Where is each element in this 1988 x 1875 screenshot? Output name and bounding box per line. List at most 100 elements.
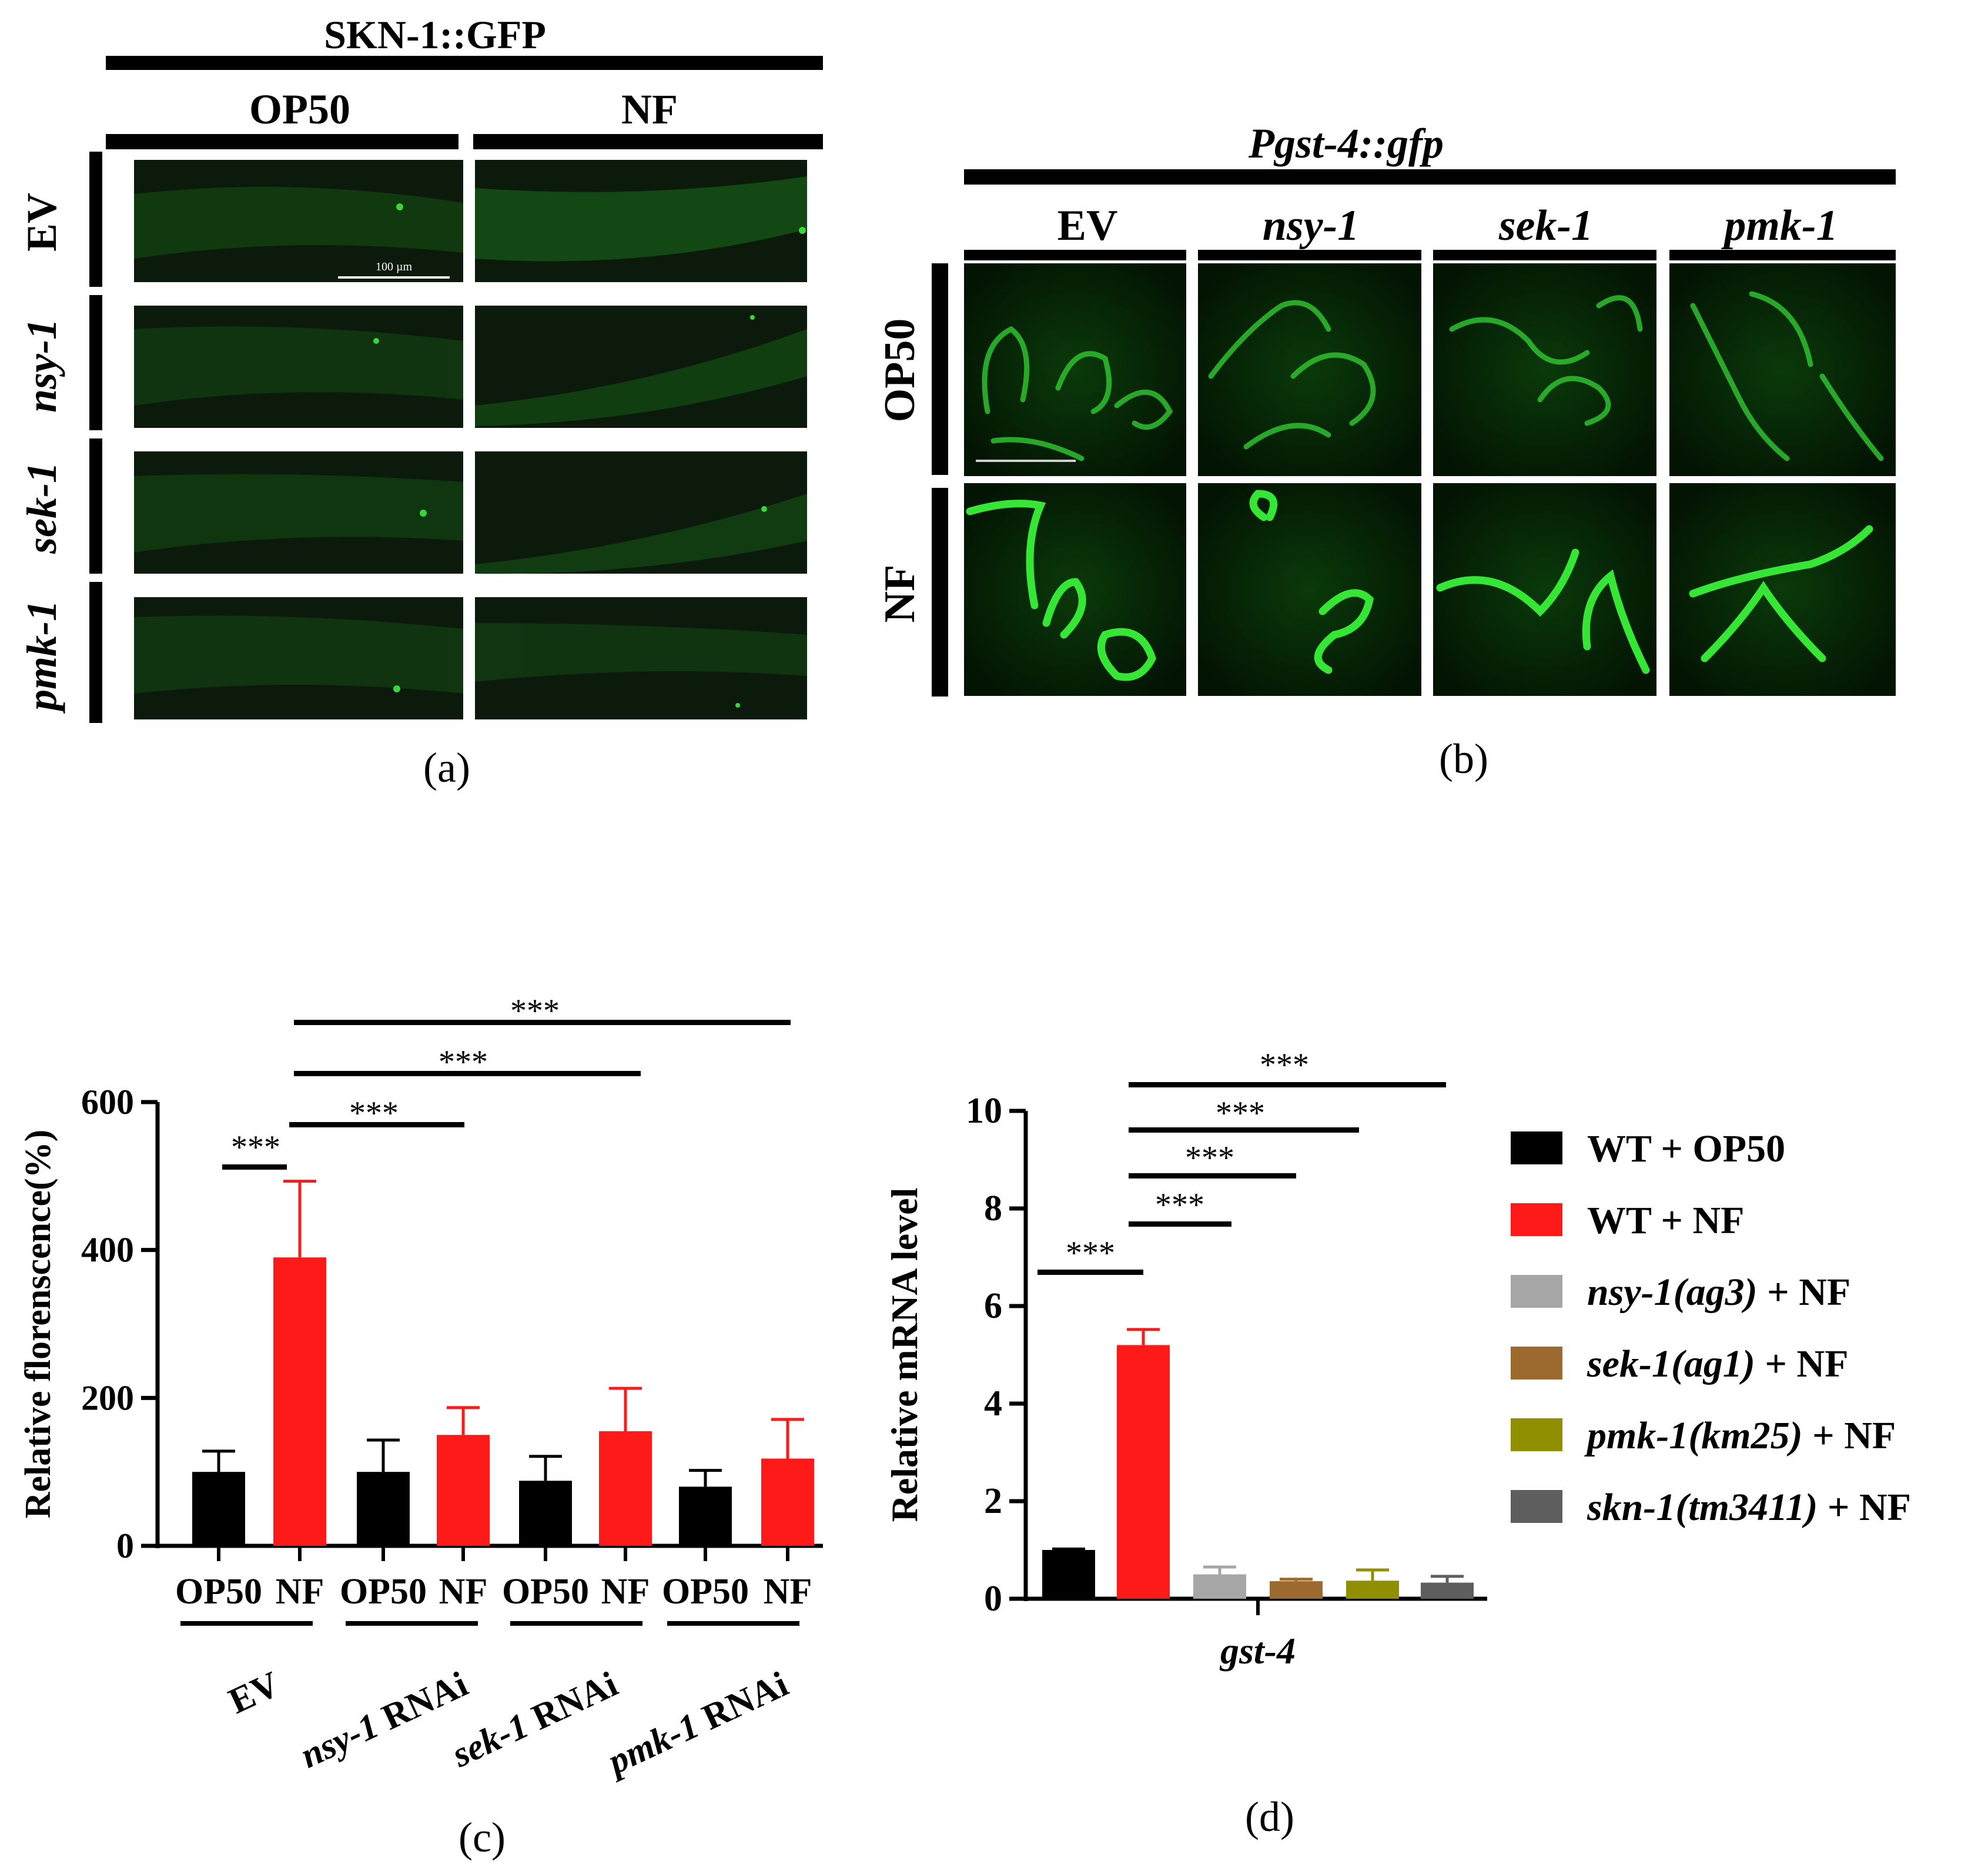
panel-b-row-label-op50: OP50 [876, 319, 924, 423]
panel-a-col-label-op50: OP50 [249, 86, 350, 133]
panel-d-legend-label: WT + OP50 [1587, 1127, 1785, 1170]
panel-d-legend-label: nsy-1(ag3) + NF [1587, 1271, 1850, 1314]
panel-c-y-tick-label: 600 [81, 1083, 134, 1121]
panel-c-bar [357, 1472, 410, 1546]
panel-c-x-tick-label: NF [276, 1572, 324, 1612]
panel-c-group-labels: EV nsy-1 RNAi sek-1 RNAi pmk-1 RNAi [180, 1621, 799, 1783]
panel-c-group-label-sek1: sek-1 RNAi [446, 1664, 624, 1775]
panel-d-bar [1042, 1550, 1095, 1599]
panel-a-col-bar-nf [473, 134, 823, 149]
panel-b-image-nsy1-op50 [1198, 263, 1421, 476]
panel-d-legend-swatch [1511, 1347, 1562, 1380]
panel-c-group-bar-nsy1 [346, 1621, 478, 1626]
panel-b-image-pmk1-op50 [1669, 263, 1896, 476]
panel-c-group-bar-pmk1 [667, 1621, 799, 1626]
panel-b-col-label-pmk1: pmk-1 [1721, 202, 1838, 250]
panel-d-y-tick-label: 0 [984, 1579, 1002, 1619]
panel-b-title: Pgst-4::gfp [1248, 120, 1444, 167]
panel-d-legend-swatch [1511, 1275, 1562, 1308]
panel-d-legend-gene: nsy-1(ag3) [1587, 1271, 1758, 1314]
panel-d-y-tick-label: 6 [984, 1286, 1002, 1326]
panel-d-sig-line-5 [1037, 1270, 1143, 1275]
panel-d-legend-gene: sek-1(ag1) [1587, 1342, 1755, 1385]
panel-b-col-bar-sek1 [1433, 250, 1656, 260]
panel-b-col-bar-pmk1 [1669, 250, 1896, 260]
panel-d-sig-label-2: *** [1216, 1095, 1265, 1131]
panel-a-row-label-pmk1: pmk-1 [18, 600, 65, 714]
panel-d-legend-condition: + NF [1651, 1199, 1745, 1242]
panel-d-x-axis-label: gst-4 [1219, 1630, 1296, 1672]
panel-d-bar [1346, 1581, 1399, 1599]
panel-a-row-label-ev: EV [18, 193, 65, 252]
panel-c-sig-line-4 [222, 1164, 287, 1170]
panel-b-image-ev-op50 [964, 263, 1186, 476]
panel-c-group-gene-ev: EV [223, 1664, 286, 1722]
panel-a-image-grid: 100 µm [134, 160, 807, 719]
panel-c-bar [192, 1472, 245, 1546]
panel-c-group-label-pmk1: pmk-1 RNAi [600, 1664, 794, 1783]
panel-b-image-nsy1-nf [1198, 483, 1421, 696]
panel-d-bar [1193, 1574, 1246, 1599]
panel-d-bar [1421, 1582, 1474, 1599]
panel-a-col-label-nf: NF [621, 86, 678, 133]
panel-c-y-tick-label: 200 [81, 1378, 134, 1417]
panel-d-y-tick-label: 8 [984, 1188, 1002, 1228]
panel-d-caption: (d) [1245, 1793, 1294, 1840]
panel-c-sig-label-4: *** [231, 1129, 280, 1166]
panel-d-y-tick-label: 4 [984, 1384, 1002, 1424]
panel-c-significance: *** *** *** *** [222, 993, 791, 1170]
panel-b-col-label-nsy1: nsy-1 [1263, 202, 1359, 250]
panel-c-x-tick-label: NF [764, 1572, 812, 1612]
panel-c-group-gene-nsy1: nsy-1 [294, 1706, 385, 1776]
panel-c-bar [599, 1431, 652, 1546]
panel-d-sig-label-4: *** [1155, 1187, 1204, 1223]
panel-a-scale-bar [338, 276, 450, 279]
panel-b-col-bar-nsy1 [1198, 250, 1421, 260]
panel-d: 0 2 4 6 8 10 Relative mRNA level gst-4 *** *** … [883, 1047, 1911, 1840]
panel-d-legend-condition: + OP50 [1651, 1127, 1785, 1170]
panel-d-legend-condition: + NF [1758, 1271, 1851, 1314]
panel-d-bar [1117, 1345, 1170, 1599]
panel-d-legend-gene: WT [1587, 1199, 1652, 1242]
panel-c-group-suffix-pmk1: RNAi [688, 1664, 794, 1742]
panel-c-bar [761, 1458, 814, 1546]
panel-d-legend-swatch [1511, 1490, 1562, 1523]
panel-c-group-label-ev: EV [223, 1664, 286, 1722]
panel-b-image-grid [964, 263, 1896, 696]
panel-a-title-bar [106, 56, 823, 70]
panel-a-row-bar-ev [89, 152, 102, 287]
panel-a-scale-bar-label: 100 µm [376, 260, 413, 273]
panel-c-bar [273, 1257, 326, 1546]
panel-d-legend-swatch [1511, 1131, 1562, 1164]
panel-c-x-tick-label: NF [601, 1572, 650, 1612]
panel-d-y-tick-label: 2 [984, 1481, 1002, 1521]
panel-d-legend-condition: + NF [1818, 1486, 1911, 1529]
panel-b-image-sek1-nf [1433, 483, 1656, 696]
panel-d-legend-condition: + NF [1803, 1414, 1896, 1457]
panel-d-y-tick-label: 10 [966, 1091, 1002, 1131]
panel-b-col-label-ev: EV [1057, 202, 1118, 250]
panel-c-x-tick-label: OP50 [340, 1572, 427, 1612]
panel-c-bar [437, 1435, 490, 1546]
panel-c-x-tick-label: OP50 [175, 1572, 262, 1612]
panel-c-y-tick-label: 400 [81, 1231, 134, 1270]
panel-d-sig-label-1: *** [1260, 1047, 1309, 1083]
panel-c-sig-line-2 [294, 1071, 641, 1076]
panel-b-image-sek1-op50 [1433, 263, 1656, 476]
panel-c-x-tick-label: NF [439, 1572, 488, 1612]
panel-c-x-tick-label: OP50 [502, 1572, 589, 1612]
panel-d-sig-line-4 [1129, 1221, 1231, 1227]
panel-a-col-bar-op50 [106, 134, 458, 149]
panel-c-chart-area: 0 200 400 600 Relative florenscence(%) OP50 NF… [18, 1083, 823, 1612]
panel-c-caption: (c) [458, 1814, 506, 1861]
panel-c-group-suffix-nsy1: RNAi [368, 1664, 474, 1742]
panel-d-legend-label: sek-1(ag1) + NF [1587, 1342, 1849, 1385]
panel-c-group-bar-sek1 [510, 1621, 642, 1626]
panel-c-sig-label-2: *** [439, 1044, 488, 1080]
panel-d-legend-swatch [1511, 1203, 1562, 1236]
panel-d-chart-area: 0 2 4 6 8 10 Relative mRNA level gst-4 [883, 1091, 1487, 1672]
panel-a: SKN-1::GFP OP50 NF EV nsy-1 sek-1 pmk-1 [18, 12, 823, 791]
panel-d-legend-gene: WT [1587, 1127, 1652, 1170]
